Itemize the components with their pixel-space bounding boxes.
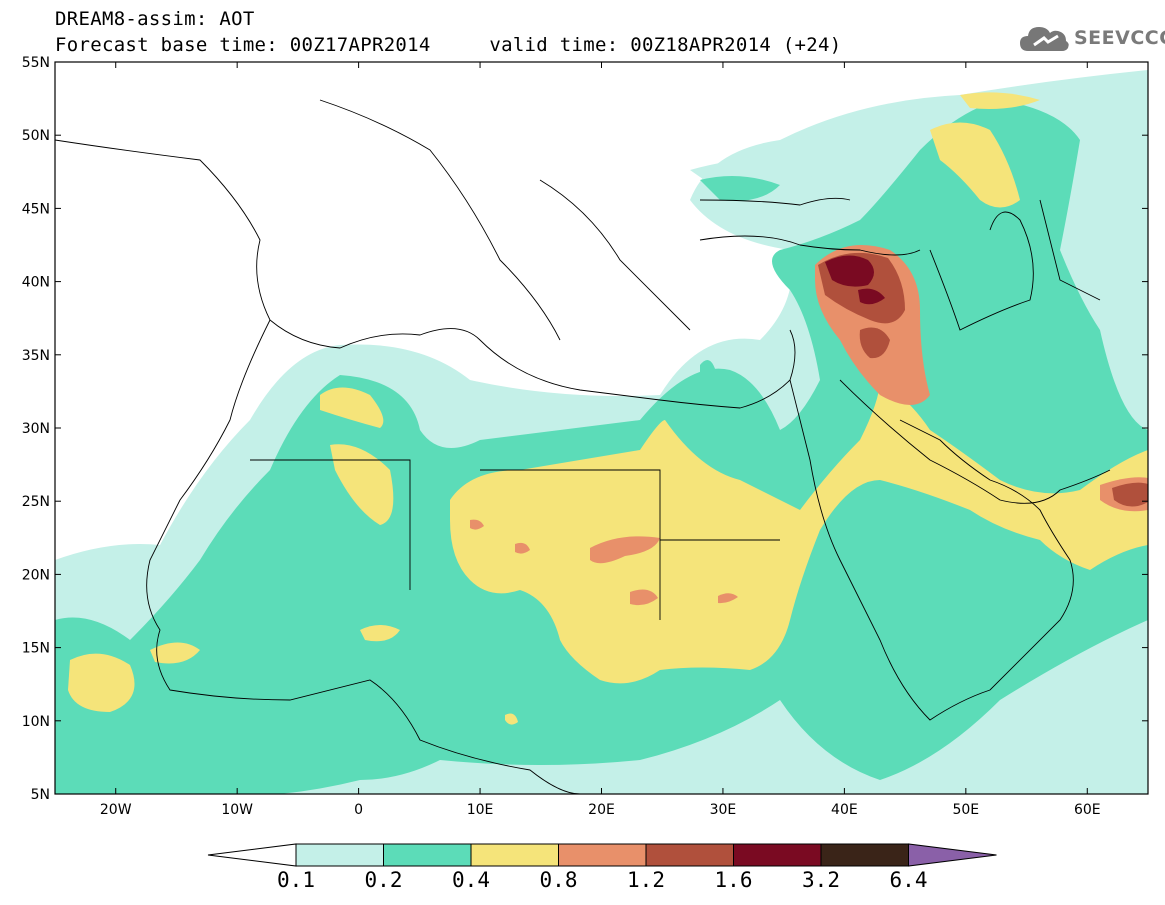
lat-tick-label: 5N	[31, 787, 50, 803]
lat-tick-label: 50N	[22, 128, 50, 144]
aot-level-0-4	[68, 92, 1148, 725]
colorbar-segment	[558, 843, 647, 867]
lat-tick-label: 55N	[22, 55, 50, 71]
seevccc-logo: SEEVCCC	[1018, 20, 1165, 56]
lon-tick-label: 10W	[221, 802, 253, 818]
colorbar-label: 0.4	[452, 868, 490, 892]
colorbar-right-arrow	[908, 843, 997, 867]
colorbar-label: 1.6	[714, 868, 753, 892]
latitude-axis: 55N 50N 45N 40N 35N 30N 25N 20N 15N 10N 5N	[22, 55, 1148, 803]
colorbar-left-arrow	[207, 843, 297, 867]
colorbar-segment	[470, 843, 559, 867]
cloud-icon	[1020, 27, 1069, 51]
longitude-axis: 20W 10W 0 10E 20E 30E 40E 50E 60E	[100, 62, 1101, 818]
colorbar-segment	[733, 843, 822, 867]
lon-tick-label: 60E	[1074, 802, 1101, 818]
colorbar-segment	[383, 843, 472, 867]
lon-tick-label: 20W	[100, 802, 132, 818]
colorbar-label: 0.2	[364, 868, 403, 892]
aot-level-1-6	[825, 255, 885, 305]
colorbar-segment	[295, 843, 384, 867]
aot-field	[55, 70, 1148, 794]
lat-tick-label: 15N	[22, 641, 50, 657]
chart-title: DREAM8-assim: AOT	[55, 8, 255, 30]
lon-tick-label: 20E	[588, 802, 615, 818]
colorbar-label: 3.2	[802, 868, 840, 892]
colorbar-label: 6.4	[889, 868, 928, 892]
lat-tick-label: 30N	[22, 421, 50, 437]
coastlines	[55, 99, 1111, 794]
lat-tick-label: 35N	[22, 348, 50, 364]
lon-tick-label: 50E	[952, 802, 979, 818]
lat-tick-label: 10N	[22, 714, 50, 730]
colorbar-segment	[820, 843, 909, 867]
lon-tick-label: 0	[354, 802, 363, 818]
lat-tick-label: 40N	[22, 275, 50, 291]
colorbar	[207, 843, 997, 867]
lat-tick-label: 25N	[22, 494, 50, 510]
forecast-time-line: Forecast base time: 00Z17APR2014 valid t…	[55, 34, 842, 56]
colorbar-label: 0.1	[277, 868, 315, 892]
colorbar-segment	[645, 843, 734, 867]
lon-tick-label: 40E	[831, 802, 858, 818]
colorbar-label: 1.2	[627, 868, 665, 892]
lat-tick-label: 45N	[22, 201, 50, 217]
colorbar-label: 0.8	[539, 868, 578, 892]
lon-tick-label: 30E	[710, 802, 737, 818]
lat-tick-label: 20N	[22, 567, 50, 583]
lon-tick-label: 10E	[467, 802, 494, 818]
logo-text: SEEVCCC	[1074, 27, 1165, 49]
aot-level-0-2	[55, 100, 1148, 794]
